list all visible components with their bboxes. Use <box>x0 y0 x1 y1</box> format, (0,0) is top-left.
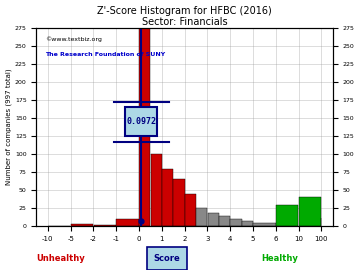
Text: Unhealthy: Unhealthy <box>36 254 85 263</box>
Bar <box>196 208 207 226</box>
Bar <box>276 205 298 226</box>
Bar <box>139 28 150 226</box>
Bar <box>230 219 242 226</box>
Bar <box>299 197 321 226</box>
Bar <box>185 194 196 226</box>
Text: Score: Score <box>153 254 180 263</box>
Y-axis label: Number of companies (997 total): Number of companies (997 total) <box>5 69 12 185</box>
Text: ©www.textbiz.org: ©www.textbiz.org <box>45 36 102 42</box>
Bar <box>71 224 93 226</box>
Text: Healthy: Healthy <box>261 254 298 263</box>
Bar <box>219 216 230 226</box>
Bar <box>208 213 219 226</box>
Title: Z'-Score Histogram for HFBC (2016)
Sector: Financials: Z'-Score Histogram for HFBC (2016) Secto… <box>97 6 272 27</box>
Bar <box>242 221 253 226</box>
Bar <box>150 154 162 226</box>
Bar <box>162 169 173 226</box>
FancyBboxPatch shape <box>125 107 157 136</box>
Bar <box>117 219 139 226</box>
Bar <box>253 223 276 226</box>
Bar <box>94 225 116 226</box>
Bar <box>174 180 185 226</box>
Text: 0.0972: 0.0972 <box>126 117 156 126</box>
Text: The Research Foundation of SUNY: The Research Foundation of SUNY <box>45 52 166 57</box>
